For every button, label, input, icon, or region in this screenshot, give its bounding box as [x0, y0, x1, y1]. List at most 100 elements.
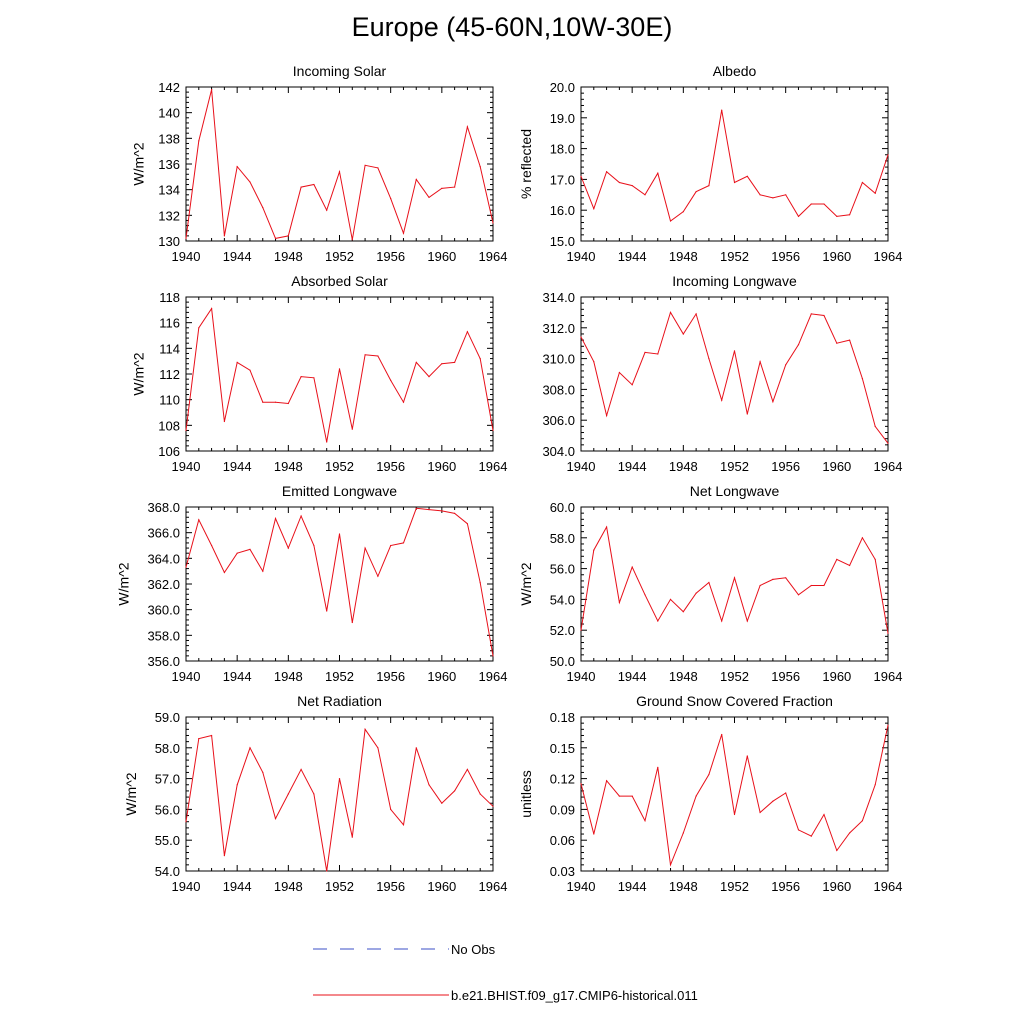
data-point — [211, 308, 213, 310]
data-point — [733, 813, 736, 816]
data-point — [695, 313, 697, 315]
y-tick-label: 314.0 — [542, 290, 575, 305]
data-point — [810, 584, 812, 587]
data-point — [274, 818, 277, 820]
data-point — [733, 350, 736, 352]
data-point — [861, 537, 864, 539]
data-point — [185, 821, 187, 823]
y-tick-label: 368.0 — [147, 500, 180, 515]
data-point — [236, 166, 238, 168]
data-point — [415, 361, 417, 363]
data-point — [810, 203, 812, 205]
data-point — [313, 544, 315, 547]
data-point — [682, 832, 684, 834]
y-tick-label: 58.0 — [550, 531, 575, 546]
data-point — [772, 800, 774, 802]
data-point — [287, 235, 289, 237]
data-point — [479, 358, 481, 360]
panel-title: Ground Snow Covered Fraction — [636, 693, 833, 709]
data-point — [708, 358, 710, 360]
data-point — [618, 371, 621, 374]
data-point — [466, 523, 468, 525]
x-tick-label: 1964 — [479, 879, 508, 894]
data-point — [479, 582, 481, 584]
x-tick-label: 1964 — [874, 669, 903, 684]
data-point — [733, 577, 736, 579]
y-tick-label: 360.0 — [147, 603, 180, 618]
data-point — [580, 783, 582, 785]
data-point — [198, 738, 200, 740]
data-point — [402, 232, 405, 234]
data-point — [287, 547, 289, 549]
y-tick-label: 132 — [158, 208, 180, 223]
x-tick-label: 1952 — [325, 669, 354, 684]
data-point — [479, 793, 481, 795]
data-point — [326, 870, 328, 872]
data-point — [351, 621, 353, 624]
data-point — [300, 376, 302, 378]
y-tick-label: 57.0 — [155, 772, 180, 787]
chart-panel-2: 1940 1944 1948 1952 1956 1960 1964 15.0 16.0 17.0… — [518, 63, 902, 264]
data-point — [338, 533, 341, 535]
data-point — [836, 342, 838, 344]
y-tick-label: 0.12 — [550, 772, 575, 787]
y-tick-label: 356.0 — [147, 654, 180, 669]
y-axis-label: W/m^2 — [131, 352, 147, 395]
data-point — [721, 399, 723, 401]
x-tick-label: 1964 — [874, 249, 903, 264]
data-point — [593, 208, 595, 210]
x-tick-label: 1944 — [618, 459, 647, 474]
data-point — [313, 183, 315, 186]
data-point — [262, 207, 264, 209]
y-tick-label: 16.0 — [550, 203, 575, 218]
series-line — [185, 507, 494, 656]
data-point — [351, 836, 353, 838]
y-axis-label: W/m^2 — [131, 142, 147, 185]
x-tick-label: 1964 — [874, 459, 903, 474]
x-tick-label: 1952 — [325, 459, 354, 474]
data-point — [644, 194, 646, 196]
x-tick-label: 1956 — [771, 249, 800, 264]
data-point — [300, 515, 302, 517]
data-point — [772, 401, 774, 403]
data-point — [849, 214, 851, 216]
data-point — [223, 571, 225, 574]
data-point — [580, 175, 582, 177]
x-tick-label: 1956 — [376, 669, 405, 684]
data-point — [797, 344, 800, 346]
data-point — [390, 808, 392, 811]
data-point — [236, 552, 238, 554]
y-tick-label: 56.0 — [550, 562, 575, 577]
data-point — [364, 354, 366, 356]
data-point — [338, 171, 341, 173]
y-axis-label: W/m^2 — [116, 562, 132, 605]
series-line — [580, 311, 889, 444]
data-point — [338, 368, 341, 370]
data-point — [695, 191, 697, 193]
data-point — [185, 429, 187, 432]
plot-frame — [580, 506, 889, 662]
data-point — [823, 314, 825, 317]
data-point — [351, 428, 353, 430]
data-point — [390, 544, 392, 547]
y-tick-label: 55.0 — [155, 833, 180, 848]
x-tick-label: 1948 — [274, 249, 303, 264]
y-tick-label: 50.0 — [550, 654, 575, 669]
y-tick-label: 0.18 — [550, 710, 575, 725]
data-point — [669, 311, 672, 313]
panel-title: Net Longwave — [690, 483, 780, 499]
x-tick-label: 1940 — [567, 459, 596, 474]
x-tick-label: 1964 — [874, 879, 903, 894]
data-point — [466, 126, 468, 128]
x-tick-label: 1948 — [669, 669, 698, 684]
y-tick-label: 118 — [159, 290, 180, 305]
x-tick-label: 1956 — [771, 459, 800, 474]
x-tick-label: 1956 — [376, 879, 405, 894]
data-point — [377, 747, 379, 749]
data-point — [364, 728, 366, 730]
series-line — [185, 89, 494, 240]
y-tick-label: 0.15 — [550, 741, 575, 756]
data-point — [364, 164, 366, 166]
x-tick-label: 1960 — [822, 669, 851, 684]
chart-panel-5: 1940 1944 1948 1952 1956 1960 1964 356.0 358.0 36… — [116, 483, 508, 684]
